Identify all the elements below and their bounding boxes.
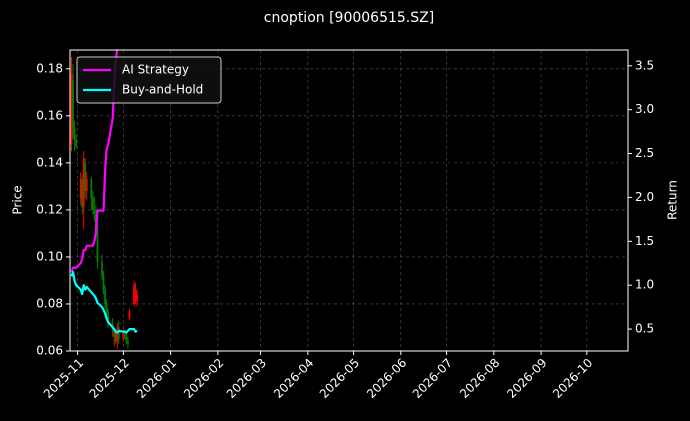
candle-body xyxy=(116,327,119,342)
candle-body xyxy=(122,332,125,340)
candle-body xyxy=(127,341,129,344)
y2-axis-label: Return xyxy=(666,180,680,220)
legend-label: Buy-and-Hold xyxy=(122,83,203,97)
y-tick-label: 0.16 xyxy=(36,108,63,122)
candle-body xyxy=(72,80,74,128)
legend: AI Strategy Buy-and-Hold xyxy=(76,56,222,104)
candle-body xyxy=(75,139,77,147)
candle-body xyxy=(85,179,88,192)
legend-box xyxy=(76,56,222,104)
chart-title: cnoption [90006515.SZ] xyxy=(264,10,434,26)
candle-body xyxy=(84,162,87,192)
candle-body xyxy=(134,289,137,300)
candle-body xyxy=(133,285,135,304)
legend-label: AI Strategy xyxy=(122,63,189,77)
line-series xyxy=(70,270,138,334)
y2-tick-label: 1.5 xyxy=(635,234,654,248)
candle-body xyxy=(90,179,93,199)
candle-body xyxy=(91,198,94,210)
y-tick-label: 0.08 xyxy=(36,296,63,310)
y-tick-label: 0.06 xyxy=(36,344,63,358)
candle-body xyxy=(82,158,85,208)
candle-body xyxy=(93,209,96,215)
y2-tick-label: 2.5 xyxy=(635,146,654,160)
candle-body xyxy=(117,327,120,340)
candle-body xyxy=(136,294,138,302)
candle-body xyxy=(114,332,117,342)
candle-body xyxy=(73,127,76,140)
y-tick-label: 0.18 xyxy=(36,61,63,75)
plot-frame xyxy=(69,49,629,352)
candle-body xyxy=(123,332,126,337)
candle-body xyxy=(102,275,105,290)
candle-body xyxy=(105,303,108,314)
candle-body xyxy=(104,289,106,304)
y2-tick-label: 1.0 xyxy=(635,278,654,292)
y-tick-label: 0.14 xyxy=(36,155,63,169)
candle-body xyxy=(70,73,73,145)
candle-body xyxy=(107,313,110,323)
y-axis-label: Price xyxy=(11,185,25,214)
candle-body xyxy=(125,336,128,342)
y-tick-label: 0.12 xyxy=(36,202,63,216)
y2-tick-label: 3.0 xyxy=(635,102,654,116)
candle-body xyxy=(128,311,131,319)
candle-body xyxy=(101,261,103,276)
candle-body xyxy=(113,332,116,337)
candle-body xyxy=(79,179,82,199)
y2-tick-label: 0.5 xyxy=(635,322,654,336)
plot-area xyxy=(70,50,138,349)
candle-body xyxy=(81,179,84,208)
candle-body xyxy=(96,228,99,262)
y2-tick-label: 3.5 xyxy=(635,58,654,72)
y2-tick-label: 2.0 xyxy=(635,190,654,204)
y-tick-label: 0.10 xyxy=(36,249,63,263)
line-series xyxy=(70,50,119,273)
